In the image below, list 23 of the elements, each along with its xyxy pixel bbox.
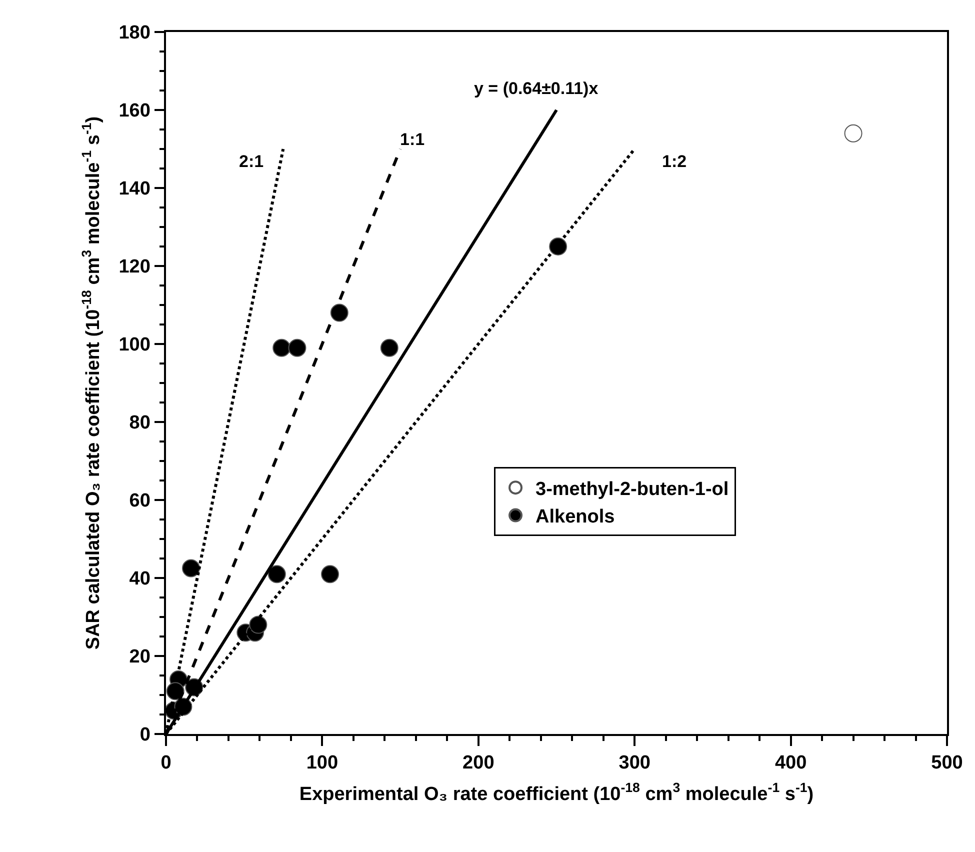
x-tick-label: 100 bbox=[306, 752, 338, 774]
legend-label: 3-methyl-2-buten-1-ol bbox=[536, 479, 729, 500]
y-tick-label: 20 bbox=[129, 646, 150, 668]
y-tick-label: 180 bbox=[118, 22, 150, 44]
y-tick-label: 60 bbox=[129, 490, 150, 512]
series-label: 1:2 bbox=[662, 152, 687, 171]
x-tick-label: 0 bbox=[160, 752, 172, 774]
series-label: 2:1 bbox=[239, 152, 264, 171]
series-label: y = (0.64±0.11)x bbox=[474, 79, 599, 98]
y-tick-label: 100 bbox=[118, 334, 150, 356]
y-tick-label: 160 bbox=[118, 100, 150, 122]
x-tick-label: 300 bbox=[618, 752, 650, 774]
legend-label: Alkenols bbox=[536, 506, 615, 528]
x-tick-label: 500 bbox=[931, 752, 963, 774]
y-tick-label: 0 bbox=[140, 724, 150, 746]
x-tick-label: 200 bbox=[462, 752, 494, 774]
y-tick-label: 40 bbox=[129, 568, 150, 590]
y-tick-label: 140 bbox=[118, 178, 150, 200]
series-label: 1:1 bbox=[400, 130, 425, 149]
text: Experimental O₃ rate coefficient (10$^{-18}$ cm$^{3}$ molecule$^{-1}$ s$^{-1}$) bbox=[299, 780, 814, 805]
x-tick-label: 400 bbox=[774, 752, 807, 774]
y-tick-label: 80 bbox=[129, 412, 150, 434]
y-tick-label: 120 bbox=[118, 256, 150, 278]
